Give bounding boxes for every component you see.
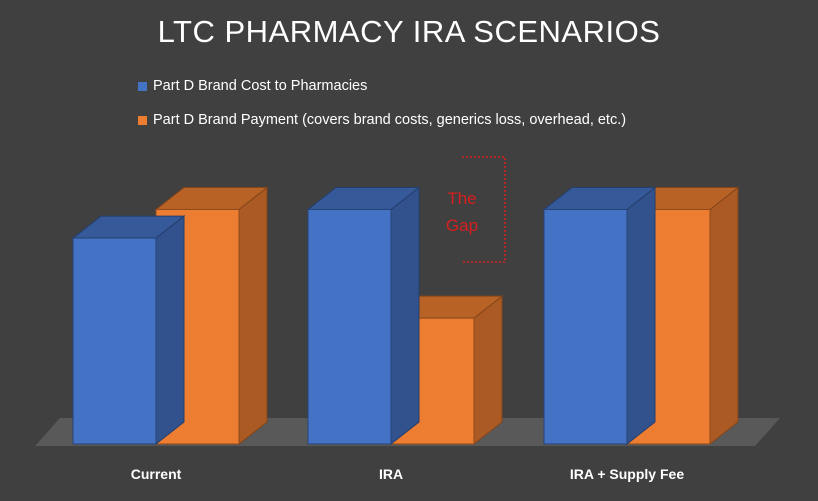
- bar-side-cost-1: [390, 186, 420, 446]
- gap-bracket: [462, 156, 506, 263]
- legend-label-cost: Part D Brand Cost to Pharmacies: [153, 78, 368, 94]
- gap-label-line-1: Gap: [446, 216, 478, 235]
- chart-title: LTC PHARMACY IRA SCENARIOS: [157, 14, 661, 49]
- bar-cost-0: [71, 215, 186, 446]
- legend-swatch-payment: [138, 115, 147, 125]
- bar-side-payment-1: [473, 295, 503, 446]
- gap-label-line-0: The: [447, 189, 476, 208]
- bars-layer: [71, 186, 740, 446]
- legend-item-payment: Part D Brand Payment (covers brand costs…: [138, 112, 626, 128]
- legend-item-cost: Part D Brand Cost to Pharmacies: [138, 78, 367, 94]
- bar-side-payment-0: [238, 186, 268, 446]
- category-labels: Current IRA IRA + Supply Fee: [131, 466, 685, 482]
- legend-swatch-cost: [138, 81, 147, 91]
- bar-front-cost-2: [543, 208, 628, 445]
- bar-cost-1: [306, 186, 421, 446]
- category-label-0: Current: [131, 466, 182, 482]
- bar-cost-2: [542, 186, 657, 446]
- bar-side-cost-0: [155, 215, 185, 446]
- category-label-2: IRA + Supply Fee: [570, 466, 684, 482]
- bar-front-cost-1: [307, 208, 392, 445]
- bar-payment-0: [154, 186, 269, 446]
- bar-front-cost-0: [72, 237, 157, 445]
- gap-annotation: The Gap: [446, 156, 506, 263]
- category-label-1: IRA: [379, 466, 403, 482]
- bar-side-payment-2: [709, 186, 739, 446]
- bar-side-cost-2: [626, 186, 656, 446]
- legend-label-payment: Part D Brand Payment (covers brand costs…: [153, 112, 627, 128]
